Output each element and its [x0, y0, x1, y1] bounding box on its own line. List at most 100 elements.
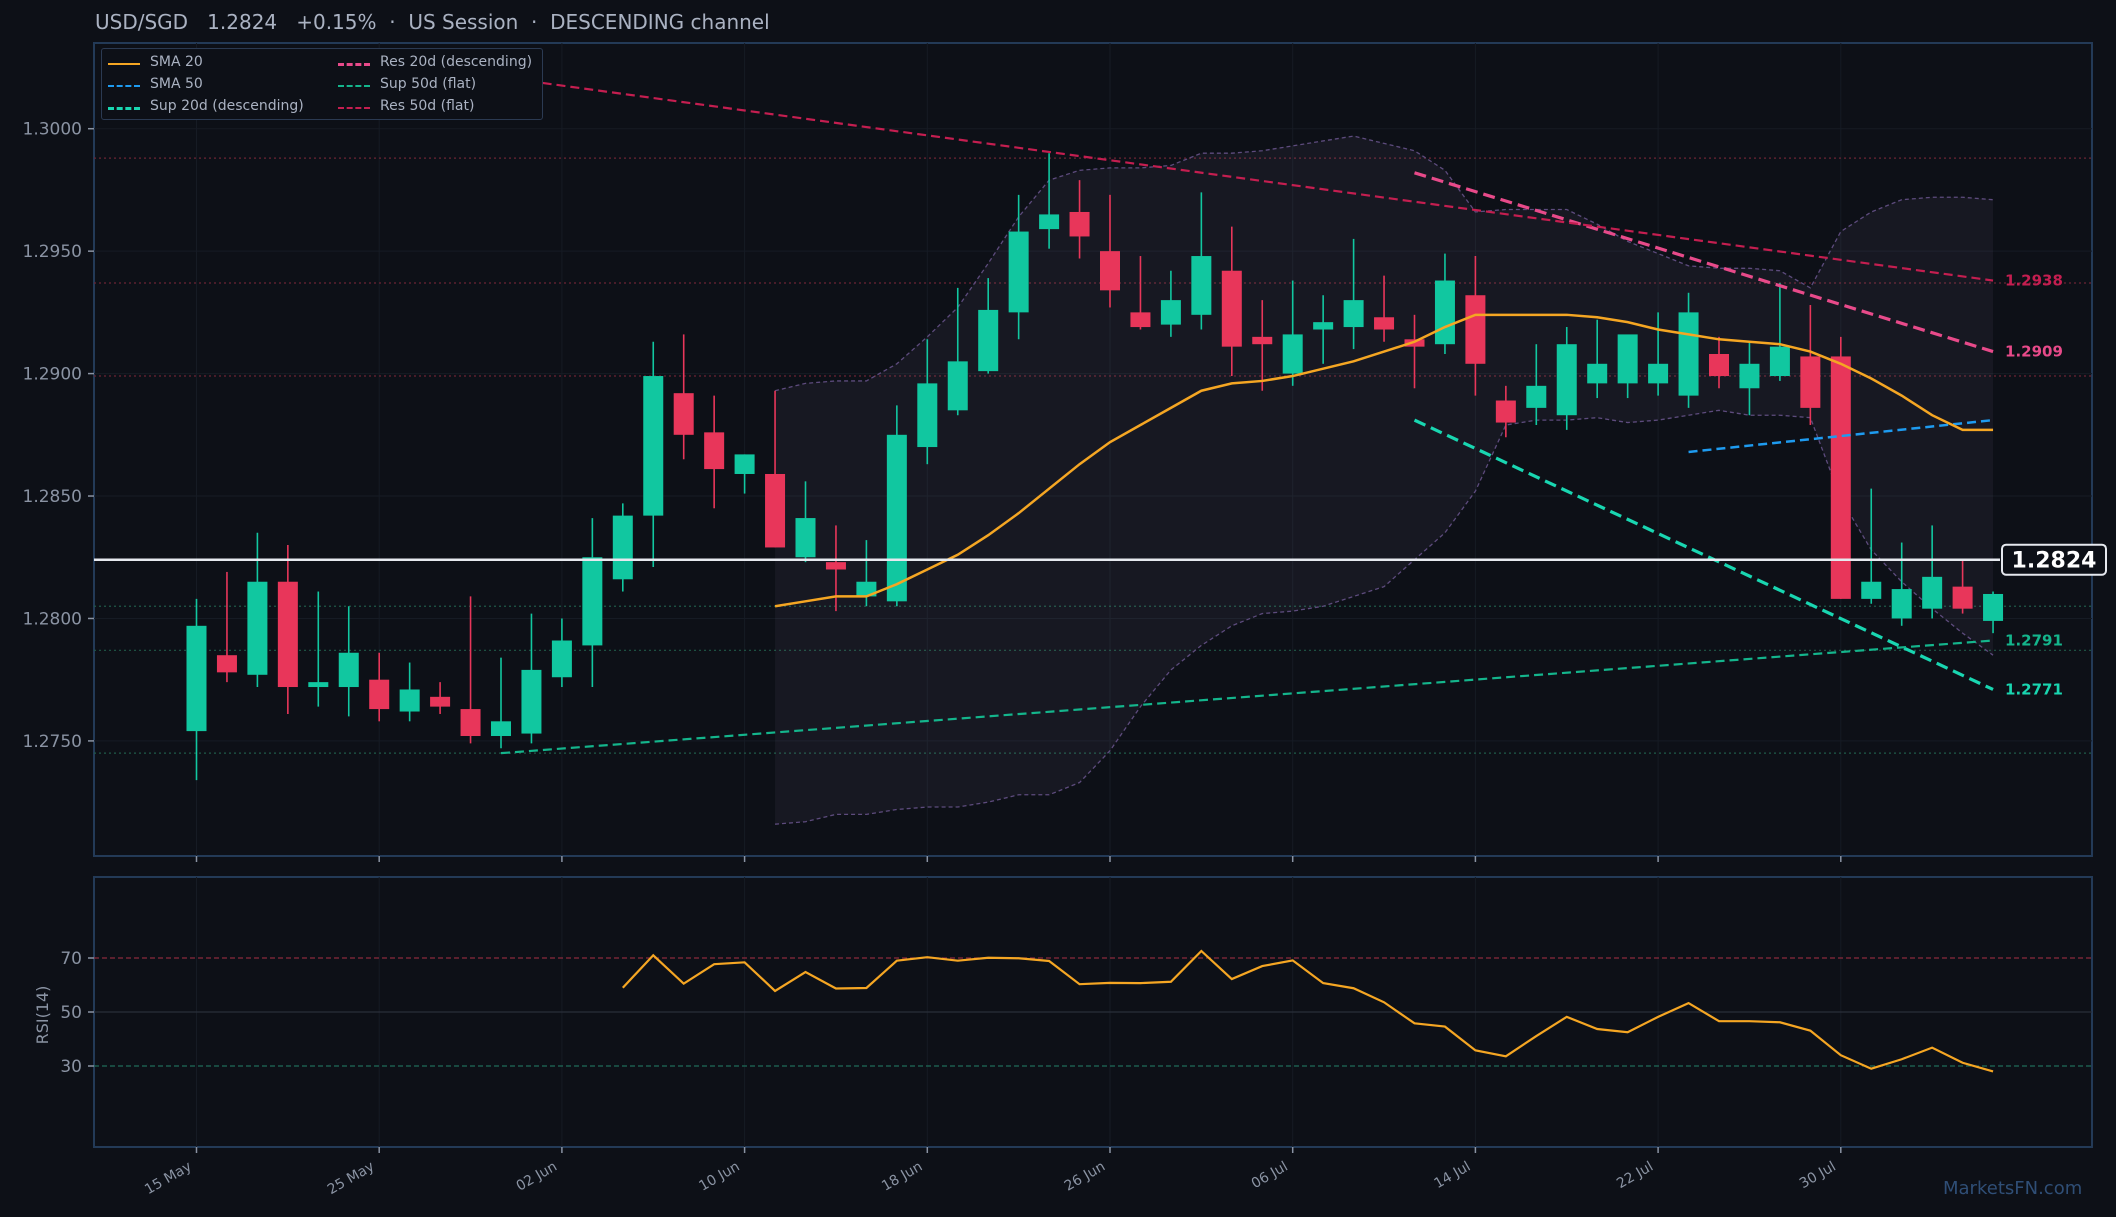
candle	[1160, 270, 1181, 337]
candle-body	[308, 682, 329, 688]
candle	[1891, 542, 1912, 626]
legend-swatch-sup20	[108, 107, 140, 110]
candle-body	[978, 309, 999, 372]
candle-body	[1709, 353, 1729, 377]
candle-body	[1434, 280, 1455, 345]
candle-body	[1191, 256, 1212, 315]
candle-body	[1343, 300, 1364, 328]
candle-body	[917, 383, 938, 448]
trendline	[500, 76, 1994, 282]
candle	[704, 395, 725, 509]
candle	[1130, 256, 1151, 330]
rsi-y-tick-label: 30	[60, 1057, 82, 1077]
candle-body	[1891, 589, 1912, 619]
legend-swatch-res50	[338, 107, 370, 109]
candle	[1617, 334, 1638, 399]
candle-body	[369, 679, 390, 710]
candle-body	[1495, 400, 1516, 423]
trendline-label: 1.2909	[2005, 343, 2063, 361]
candle-body	[491, 721, 511, 737]
legend-swatch-sup50	[338, 85, 370, 87]
candle	[1861, 488, 1882, 604]
candle	[765, 390, 786, 548]
candle-body	[1830, 356, 1851, 599]
candle-body	[1952, 586, 1973, 609]
x-tick-label: 15 May	[142, 1159, 194, 1198]
candle-body	[612, 515, 633, 580]
candle-body	[1282, 334, 1303, 374]
candle	[308, 591, 329, 707]
candle-body	[1556, 344, 1577, 416]
candle	[1069, 180, 1090, 259]
candle	[1556, 327, 1577, 430]
candle-body	[1160, 300, 1181, 325]
candle-body	[673, 393, 694, 435]
candle	[521, 613, 542, 744]
legend: SMA 20 SMA 50 Sup 20d (descending) Res 2…	[101, 48, 543, 120]
legend-swatch-sma20	[108, 63, 140, 65]
candle	[369, 652, 390, 722]
candle	[1648, 312, 1669, 396]
candle	[338, 606, 359, 717]
candle-body	[643, 376, 664, 516]
candle-body	[1587, 363, 1608, 384]
candle-body	[1008, 231, 1029, 313]
candle-body	[277, 581, 298, 688]
header-change: +0.15%	[296, 10, 377, 34]
y-tick-label: 1.2850	[23, 487, 82, 507]
candle	[1952, 559, 1973, 614]
x-tick-label: 14 Jul	[1431, 1159, 1473, 1192]
candle-body	[338, 652, 359, 688]
candle	[612, 503, 633, 592]
candle	[1739, 341, 1760, 416]
bollinger-lower-line	[774, 409, 1994, 825]
candle	[1008, 194, 1029, 340]
candle	[1830, 336, 1851, 599]
candle	[643, 341, 664, 568]
candle-body	[1861, 581, 1882, 599]
legend-item-res20: Res 20d (descending)	[380, 54, 533, 70]
candle	[734, 454, 755, 494]
price-panel: 1.3000 1.2950 1.2900 1.2850 1.2800 1.2750 1.29…	[23, 42, 2107, 857]
candle-body	[795, 518, 816, 558]
candle	[795, 481, 816, 563]
sma20-line	[774, 313, 1994, 608]
header-session: US Session	[408, 10, 519, 34]
candle	[917, 339, 938, 465]
bollinger-upper-line	[774, 135, 1994, 392]
candle	[1769, 282, 1790, 381]
candle	[1252, 300, 1273, 391]
header-pair: USD/SGD	[95, 10, 189, 34]
x-tick-label: 10 Jun	[696, 1159, 742, 1195]
candle	[1709, 336, 1729, 389]
x-tick-label: 22 Jul	[1614, 1159, 1656, 1192]
candle	[1495, 385, 1516, 438]
candle	[1100, 194, 1120, 308]
trendline-label: 1.2938	[2005, 272, 2063, 290]
rsi-y-tick-label: 50	[60, 1003, 82, 1023]
legend-item-res50: Res 50d (flat)	[380, 98, 475, 114]
candle-body	[1221, 270, 1242, 347]
candle-body	[1039, 214, 1060, 230]
candle	[491, 657, 511, 749]
candle-body	[1374, 317, 1395, 330]
legend-item-sup20: Sup 20d (descending)	[150, 98, 304, 114]
rsi-axis-label: RSI(14)	[33, 986, 52, 1045]
header-channel: DESCENDING channel	[550, 10, 770, 34]
x-tick-label: 02 Jun	[514, 1159, 560, 1195]
header-sep-1: ·	[389, 10, 396, 34]
candle-body	[460, 709, 481, 737]
candle	[1587, 319, 1608, 399]
candle	[886, 405, 907, 607]
candle-body	[1800, 356, 1821, 408]
candle-body	[1739, 363, 1760, 389]
candle-body	[1069, 211, 1090, 237]
candle	[1221, 226, 1242, 377]
candle-body	[430, 696, 451, 707]
candle-body	[1252, 336, 1273, 345]
candle-body	[1769, 346, 1790, 377]
y-tick-label: 1.2750	[23, 732, 82, 752]
rsi-line	[621, 949, 1994, 1073]
candle-body	[1100, 251, 1120, 291]
last-price-label: 1.2824	[2012, 549, 2097, 574]
